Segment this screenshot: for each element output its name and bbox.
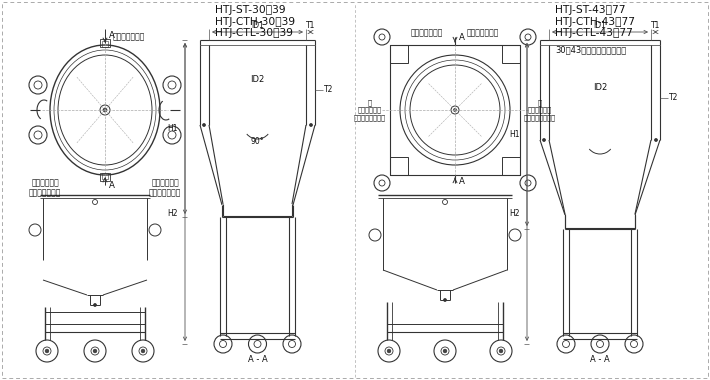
Bar <box>502 45 520 63</box>
Circle shape <box>542 138 545 141</box>
Text: A - A: A - A <box>590 356 610 364</box>
Bar <box>100 39 110 47</box>
Text: ID2: ID2 <box>251 76 265 84</box>
Text: 自
ストッパー付
自在キャスター付: 自 ストッパー付 自在キャスター付 <box>524 99 556 121</box>
Bar <box>390 157 408 175</box>
Circle shape <box>499 349 503 353</box>
Text: ストッパー付
自在キャスター: ストッパー付 自在キャスター <box>29 178 61 197</box>
Circle shape <box>103 108 107 112</box>
Circle shape <box>202 124 205 127</box>
Circle shape <box>655 138 657 141</box>
Circle shape <box>310 124 312 127</box>
Circle shape <box>443 349 447 353</box>
Text: H2: H2 <box>510 209 520 218</box>
Bar <box>390 45 520 175</box>
Text: 90°: 90° <box>251 136 264 146</box>
Text: 自在キャスター: 自在キャスター <box>113 33 146 41</box>
Text: A - A: A - A <box>248 356 268 364</box>
Bar <box>100 173 110 181</box>
Bar <box>390 45 408 63</box>
Text: HTJ-CTH-43～77: HTJ-CTH-43～77 <box>555 17 635 27</box>
Text: A: A <box>109 30 115 40</box>
Circle shape <box>141 349 145 353</box>
Circle shape <box>387 349 391 353</box>
Text: HTJ-CTL-43～77: HTJ-CTL-43～77 <box>555 28 633 38</box>
Text: HTJ-CTH-30～39: HTJ-CTH-30～39 <box>215 17 295 27</box>
Text: 自
ストッパー付
自在キャスター付: 自 ストッパー付 自在キャスター付 <box>354 99 386 121</box>
Text: H1: H1 <box>510 130 520 139</box>
Bar <box>502 157 520 175</box>
Text: ストッパー付
自在キャスター: ストッパー付 自在キャスター <box>149 178 181 197</box>
Text: H1: H1 <box>168 124 178 133</box>
Text: HTJ-ST-43～77: HTJ-ST-43～77 <box>555 5 626 15</box>
Text: T1: T1 <box>306 21 315 30</box>
Text: 30～43サイズは取っ手付き: 30～43サイズは取っ手付き <box>555 46 626 54</box>
Text: HTJ-ST-30～39: HTJ-ST-30～39 <box>215 5 285 15</box>
Text: HTJ-CTL-30～39: HTJ-CTL-30～39 <box>215 28 293 38</box>
Circle shape <box>454 109 457 111</box>
Text: ID2: ID2 <box>593 83 607 92</box>
Circle shape <box>444 299 447 301</box>
Circle shape <box>94 304 97 307</box>
Text: T1: T1 <box>651 21 660 30</box>
Text: T2: T2 <box>670 93 679 102</box>
Text: ID1: ID1 <box>594 21 606 30</box>
Circle shape <box>93 349 97 353</box>
Text: A: A <box>459 176 465 185</box>
Text: T2: T2 <box>324 86 334 95</box>
Text: A: A <box>109 180 115 190</box>
Circle shape <box>45 349 49 353</box>
Text: H2: H2 <box>168 209 178 218</box>
Text: 固定キャスター: 固定キャスター <box>410 28 443 38</box>
Text: 固定キャスター: 固定キャスター <box>467 28 499 38</box>
Text: A: A <box>459 33 465 43</box>
Bar <box>102 173 108 179</box>
Text: ID1: ID1 <box>251 21 264 30</box>
Bar <box>102 41 108 47</box>
